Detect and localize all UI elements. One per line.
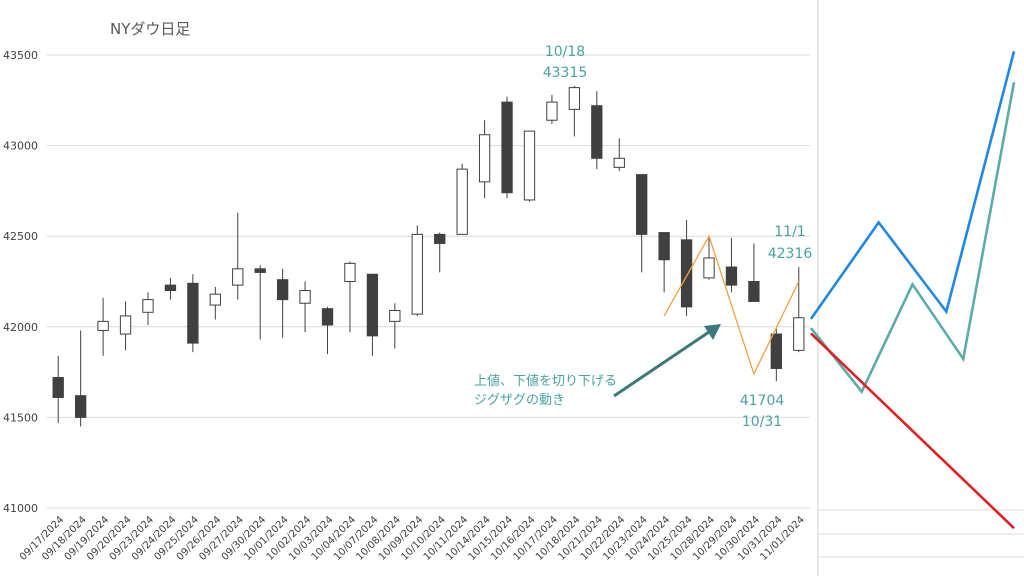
candle-body	[546, 101, 558, 121]
candle-body	[97, 320, 109, 331]
y-tick-label: 42000	[3, 321, 38, 334]
zigzag-line	[663, 234, 800, 376]
candle-body	[793, 317, 805, 351]
y-tick-label: 43500	[3, 49, 38, 62]
scenario-line	[810, 332, 1015, 530]
candle-body	[568, 87, 581, 110]
candle-body	[456, 168, 468, 235]
candle-body	[725, 266, 738, 286]
candlestick-series	[52, 85, 805, 427]
candle-body	[164, 284, 177, 292]
candle-body	[232, 268, 244, 286]
candle-body	[478, 134, 491, 183]
candle-body	[411, 233, 423, 315]
note-arrow-head	[704, 324, 721, 340]
zigzag-path	[663, 234, 800, 376]
candle-body	[52, 377, 64, 398]
candle-body	[748, 281, 760, 302]
candle-body	[344, 262, 356, 283]
candle-body	[658, 232, 670, 261]
scenario-line	[809, 51, 1016, 320]
candle-body	[75, 395, 87, 418]
candle-body	[770, 333, 782, 369]
candle-body	[501, 101, 513, 194]
candle-body	[389, 309, 401, 322]
annotation-last-date: 11/1	[774, 224, 805, 240]
annotation-high-value: 43315	[543, 65, 588, 81]
annotation-low-date: 10/31	[742, 414, 782, 430]
annotations: 10/18 43315 11/1 42316 41704 10/31	[543, 44, 813, 430]
x-axis-ticks: 09/17/202409/18/202409/19/202409/20/2024…	[18, 514, 807, 563]
y-tick-label: 41000	[3, 502, 38, 515]
candle-body	[119, 315, 132, 335]
candle-body	[636, 174, 648, 235]
y-tick-label: 42500	[3, 230, 38, 243]
candle-body	[142, 299, 154, 313]
candle-body	[613, 157, 625, 168]
scenario-lines	[809, 51, 1016, 530]
candle-body	[254, 268, 266, 273]
annotation-high-date: 10/18	[545, 44, 585, 60]
note-arrow-shaft	[613, 328, 713, 398]
candle-body	[209, 293, 221, 306]
candle-body	[434, 233, 446, 244]
candle-body	[591, 105, 603, 159]
candle-body	[299, 290, 311, 304]
candle-body	[276, 279, 289, 301]
annotation-last-value: 42316	[768, 246, 813, 262]
y-axis-ticks: 41000 41500 42000 42500 43000 43500	[3, 49, 38, 515]
candle-body	[366, 273, 379, 337]
chart-title: NYダウ日足	[110, 20, 190, 38]
y-tick-label: 41500	[3, 411, 38, 424]
candle-body	[680, 239, 693, 308]
grid-lines	[47, 54, 810, 509]
scenario-line	[809, 82, 1016, 395]
note-line2: ジグザグの動き	[474, 393, 565, 408]
note-line1: 上値、下値を切り下げる	[474, 373, 617, 389]
trend-note: 上値、下値を切り下げる ジグザグの動き	[474, 324, 721, 408]
candle-body	[523, 130, 536, 201]
y-tick-label: 43000	[3, 140, 38, 153]
annotation-low-value: 41704	[740, 393, 785, 409]
candle-body	[187, 282, 199, 344]
candle-body	[321, 308, 334, 326]
candle-body	[703, 257, 715, 279]
